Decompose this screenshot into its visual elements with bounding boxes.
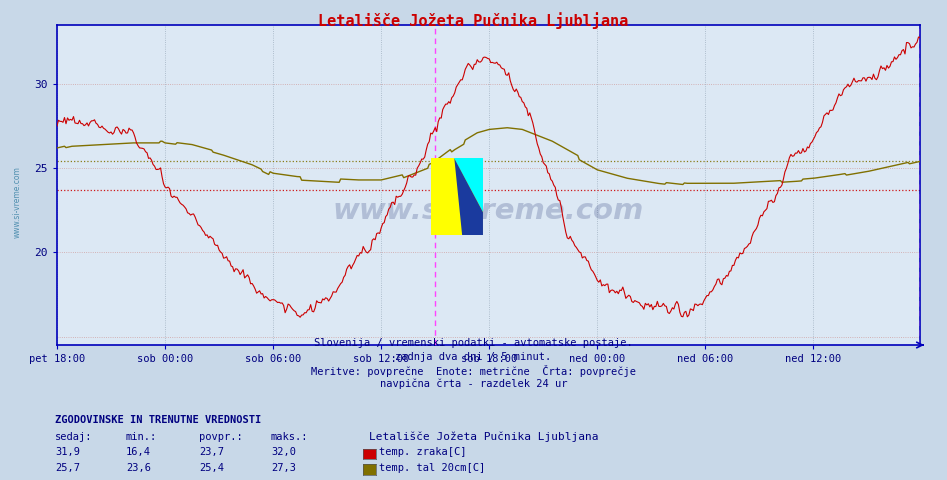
- Text: temp. tal 20cm[C]: temp. tal 20cm[C]: [379, 463, 485, 473]
- Text: 31,9: 31,9: [55, 447, 80, 457]
- Text: maks.:: maks.:: [271, 432, 309, 442]
- Text: 25,7: 25,7: [55, 463, 80, 473]
- Text: Letališče Jožeta Pučnika Ljubljana: Letališče Jožeta Pučnika Ljubljana: [318, 12, 629, 29]
- Text: ZGODOVINSKE IN TRENUTNE VREDNOSTI: ZGODOVINSKE IN TRENUTNE VREDNOSTI: [55, 415, 261, 425]
- Polygon shape: [455, 158, 483, 235]
- Text: Slovenija / vremenski podatki - avtomatske postaje.: Slovenija / vremenski podatki - avtomats…: [314, 338, 633, 348]
- Text: zadnja dva dni / 5 minut.: zadnja dva dni / 5 minut.: [396, 352, 551, 362]
- Text: 16,4: 16,4: [126, 447, 151, 457]
- Text: povpr.:: povpr.:: [199, 432, 242, 442]
- Text: Letališče Jožeta Pučnika Ljubljana: Letališče Jožeta Pučnika Ljubljana: [369, 432, 599, 443]
- Text: sedaj:: sedaj:: [55, 432, 93, 442]
- Polygon shape: [455, 158, 483, 212]
- Text: 32,0: 32,0: [271, 447, 295, 457]
- Text: navpična črta - razdelek 24 ur: navpična črta - razdelek 24 ur: [380, 379, 567, 389]
- Text: min.:: min.:: [126, 432, 157, 442]
- Text: 25,4: 25,4: [199, 463, 223, 473]
- Text: temp. zraka[C]: temp. zraka[C]: [379, 447, 466, 457]
- Text: www.si-vreme.com: www.si-vreme.com: [12, 166, 22, 238]
- Text: 27,3: 27,3: [271, 463, 295, 473]
- Text: Meritve: povprečne  Enote: metrične  Črta: povprečje: Meritve: povprečne Enote: metrične Črta:…: [311, 365, 636, 377]
- Text: 23,7: 23,7: [199, 447, 223, 457]
- Text: 23,6: 23,6: [126, 463, 151, 473]
- Text: www.si-vreme.com: www.si-vreme.com: [332, 197, 644, 225]
